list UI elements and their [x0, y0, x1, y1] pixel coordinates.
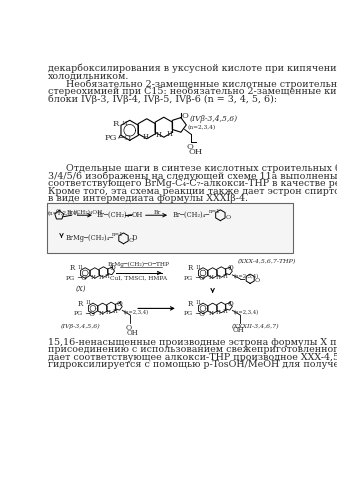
Text: BrMg─(CH₂)₄─: BrMg─(CH₂)₄─ — [65, 234, 114, 242]
Text: Отдельные шаги в синтезе кислотных строительных блоков формул IVβ-: Отдельные шаги в синтезе кислотных строи… — [48, 164, 337, 173]
Text: ─O: ─O — [195, 310, 205, 318]
Text: 15,16-ненасыщенные производные эстрона формулы X подвергаются 1,4-: 15,16-ненасыщенные производные эстрона ф… — [48, 338, 337, 346]
Text: O: O — [182, 112, 188, 120]
Text: декарбоксилирования в уксусной кислоте при кипячении с обратным: декарбоксилирования в уксусной кислоте п… — [48, 64, 337, 74]
Text: Кроме того, эта схема реакции также дает эстрон спиртовой строительный блок: Кроме того, эта схема реакции также дает… — [48, 186, 337, 196]
Text: Br(CH₂)₄OH: Br(CH₂)₄OH — [67, 210, 103, 215]
Text: PG: PG — [74, 312, 83, 316]
Text: R: R — [70, 264, 75, 272]
Text: 11: 11 — [85, 300, 91, 306]
Text: (IVβ-3,4,5,6): (IVβ-3,4,5,6) — [61, 324, 101, 329]
Text: R: R — [78, 300, 83, 308]
Text: n=1: n=1 — [112, 232, 123, 237]
Text: (n=1,2,3,4): (n=1,2,3,4) — [48, 212, 80, 216]
Text: PG: PG — [104, 134, 117, 142]
Text: O: O — [227, 264, 233, 272]
Text: (n=2,3,4): (n=2,3,4) — [234, 274, 259, 280]
Text: BrMg─(CH₂)─O─THP: BrMg─(CH₂)─O─THP — [108, 262, 170, 268]
Bar — [47, 203, 293, 253]
Text: (IVβ-3,4,5,6): (IVβ-3,4,5,6) — [189, 115, 238, 123]
Text: OH: OH — [126, 329, 138, 337]
Text: ─O: ─O — [195, 274, 205, 282]
Text: 11: 11 — [121, 120, 128, 126]
Text: (X): (X) — [75, 286, 86, 294]
Text: 3/4/5/6 изображены на следующей схеме 11а выполнены с применением: 3/4/5/6 изображены на следующей схеме 11… — [48, 171, 337, 180]
Text: H: H — [216, 274, 221, 280]
Text: H: H — [222, 274, 227, 279]
Text: 11: 11 — [195, 265, 202, 270]
Text: стереохимией при С15: необязательно 2-замещенные кислотные строительные: стереохимией при С15: необязательно 2-за… — [48, 86, 337, 96]
Text: H: H — [222, 309, 227, 314]
Text: O: O — [117, 300, 123, 308]
Text: Br─(CH₂)₄─: Br─(CH₂)₄─ — [172, 211, 210, 219]
Text: H: H — [112, 309, 117, 314]
Text: CuI, TMSCl, HMPA: CuI, TMSCl, HMPA — [111, 276, 167, 280]
Text: блоки IVβ-3, IVβ-4, IVβ-5, IVβ-6 (n = 3, 4, 5, 6):: блоки IVβ-3, IVβ-4, IVβ-5, IVβ-6 (n = 3,… — [48, 94, 277, 104]
Text: H: H — [155, 131, 161, 139]
Text: H: H — [98, 274, 103, 280]
Text: H: H — [209, 276, 214, 280]
Text: в виде интермедиата формулы XXXIβ-4.: в виде интермедиата формулы XXXIβ-4. — [48, 194, 248, 203]
Text: гидроксилируется с помощью p-TosOH/MeOH для получения спиртового: гидроксилируется с помощью p-TosOH/MeOH … — [48, 360, 337, 370]
Text: ─O: ─O — [78, 274, 88, 282]
Text: OH: OH — [233, 326, 244, 334]
Text: (XXXII-3,4,6,7): (XXXII-3,4,6,7) — [232, 324, 280, 329]
Text: 11: 11 — [78, 265, 84, 270]
Text: H: H — [106, 310, 111, 315]
Text: H: H — [99, 310, 103, 316]
Text: ─O: ─O — [85, 310, 95, 318]
Text: H: H — [104, 274, 109, 279]
Text: O: O — [255, 278, 260, 283]
Text: O: O — [129, 238, 134, 243]
Text: Необязательно 2-замещенные кислотные строительные блоки с β: Необязательно 2-замещенные кислотные стр… — [48, 79, 337, 88]
Text: Br─(CH₂)₄─: Br─(CH₂)₄─ — [96, 211, 134, 219]
Text: холодильником.: холодильником. — [48, 72, 130, 80]
Text: R: R — [188, 264, 193, 272]
Text: ─O: ─O — [119, 134, 131, 142]
Text: O: O — [110, 264, 115, 272]
Text: PG: PG — [184, 312, 193, 316]
Text: H: H — [91, 276, 96, 280]
Text: соответствующего BrMg-C₄-C₇-алкокси-ТНР в качестве реагента Гриньяра.: соответствующего BrMg-C₄-C₇-алкокси-ТНР … — [48, 178, 337, 188]
Text: R: R — [113, 120, 119, 128]
Text: Br: Br — [153, 210, 160, 215]
Text: O: O — [125, 324, 131, 332]
Text: H: H — [209, 310, 214, 316]
Text: D: D — [131, 234, 137, 242]
Text: (XXX-4,5,6,7-ТНР): (XXX-4,5,6,7-ТНР) — [238, 259, 296, 264]
Text: присоединению с использованием свежеприготовленного реактива Гриньяра, что: присоединению с использованием свежеприг… — [48, 346, 337, 354]
Text: O: O — [227, 300, 233, 308]
Text: OH: OH — [189, 148, 203, 156]
Text: O: O — [187, 144, 193, 152]
Text: PG: PG — [66, 276, 75, 281]
Text: дает соответствующее алкокси-ТНР производное XXX-4,5,6,7-ТНР. Затем оно: дает соответствующее алкокси-ТНР произво… — [48, 353, 337, 362]
Text: (n=2,3,4): (n=2,3,4) — [124, 310, 149, 314]
Text: (n=2,3,4): (n=2,3,4) — [187, 125, 215, 130]
Text: H: H — [216, 310, 221, 315]
Text: R: R — [188, 300, 193, 308]
Text: H: H — [142, 132, 148, 140]
Text: H: H — [167, 130, 173, 138]
Text: O: O — [226, 214, 231, 220]
Text: n=1: n=1 — [208, 209, 220, 214]
Text: 11: 11 — [195, 300, 202, 306]
Text: (n=2,3,4): (n=2,3,4) — [234, 310, 259, 314]
Text: OH: OH — [131, 211, 143, 219]
Text: PG: PG — [184, 276, 193, 281]
Text: O: O — [56, 209, 61, 214]
